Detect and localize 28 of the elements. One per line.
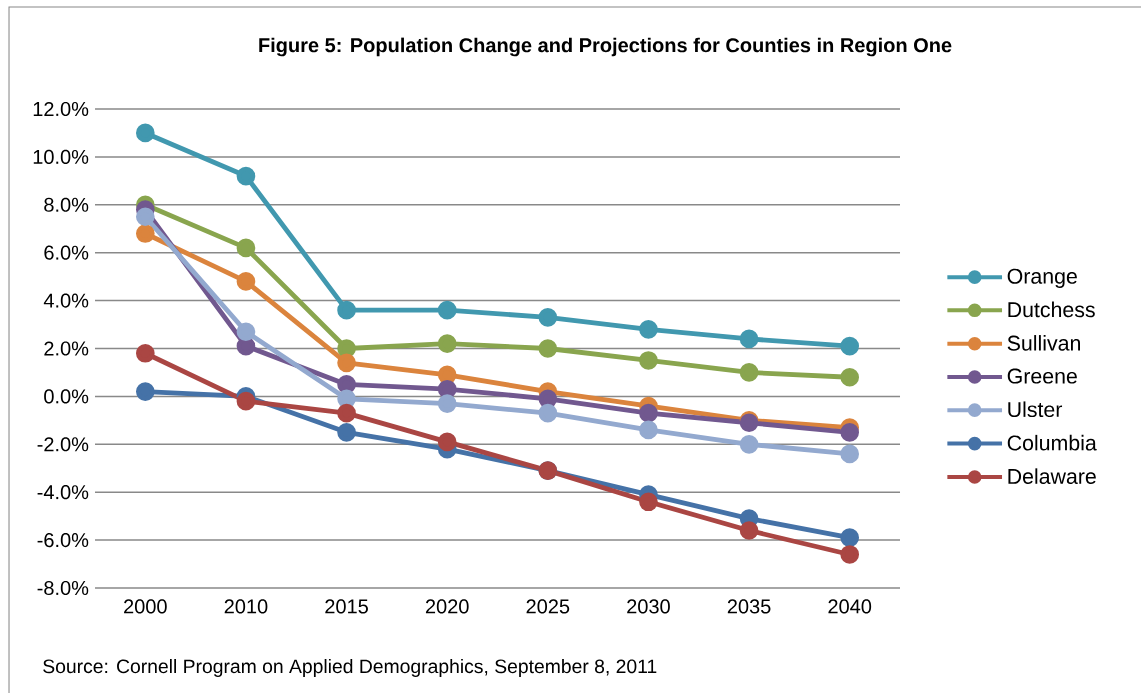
x-tick-label: 2015 — [325, 599, 368, 614]
legend-label: Orange — [1007, 268, 1077, 289]
x-tick-label: 2010 — [224, 599, 268, 614]
legend-label: Greene — [1007, 368, 1077, 384]
legend-label: Ulster — [1008, 401, 1063, 418]
y-tick-label: 12.0% — [33, 101, 89, 117]
y-tick-label: 8.0% — [44, 197, 89, 212]
y-tick-label: 4.0% — [43, 293, 89, 308]
y-tick-label: 6.0% — [44, 245, 89, 260]
x-tick-label: 2025 — [526, 599, 570, 614]
legend-label: Columbia — [1007, 434, 1097, 451]
x-tick-label: 2035 — [727, 599, 771, 614]
legend-label: Sullivan — [1007, 335, 1080, 351]
y-tick-label: -2.0% — [37, 437, 89, 452]
chart-title: Figure 5: Population Change and Projections for Counties in Region One — [259, 37, 952, 57]
y-tick-label: -6.0% — [37, 533, 89, 548]
y-tick-label: 2.0% — [44, 341, 89, 356]
x-tick-label: 2040 — [828, 599, 872, 614]
y-tick-label: 0.0% — [44, 389, 89, 404]
y-tick-label: 10.0% — [33, 149, 89, 164]
y-tick-label: -8.0% — [37, 580, 89, 596]
y-tick-label: -4.0% — [37, 485, 89, 500]
x-tick-label: 2030 — [627, 599, 670, 614]
x-tick-label: 2000 — [124, 599, 167, 614]
legend-label: Delaware — [1008, 468, 1096, 484]
x-tick-label: 2020 — [425, 599, 469, 614]
legend-label: Dutchess — [1008, 301, 1095, 318]
source-note: Source: Cornell Program on Applied Demographics, September 8, 2011 — [43, 658, 657, 678]
